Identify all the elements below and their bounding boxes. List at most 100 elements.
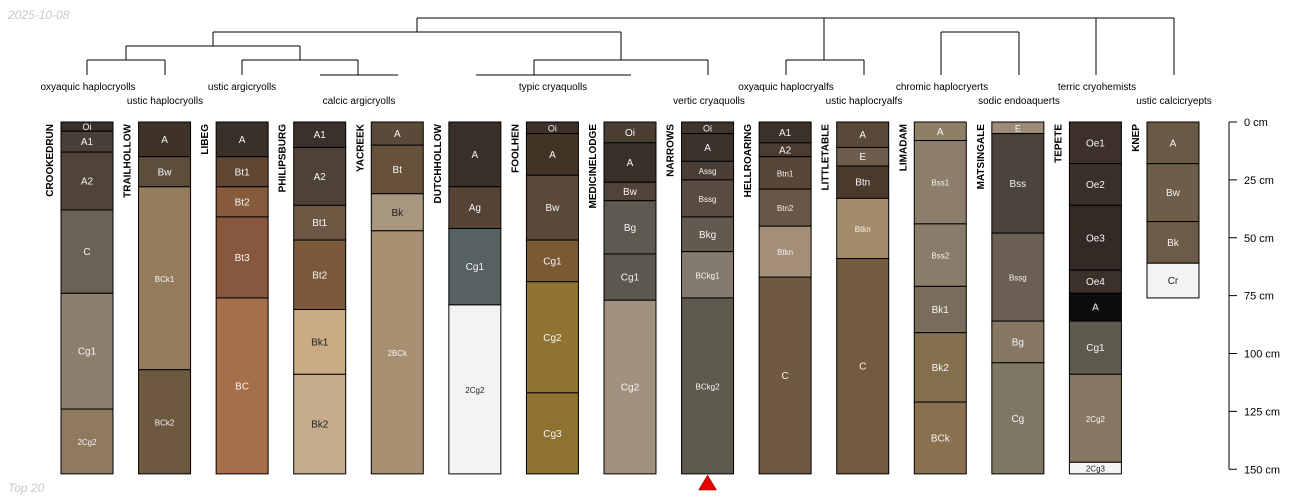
profile-name: TRAILHOLLOW [123, 123, 134, 197]
soil-profile: E Bss Bssg Bg Cg MATSINGALE [976, 121, 1045, 475]
horizon-label: Bt2 [312, 270, 327, 281]
horizon-label: A2 [314, 172, 327, 183]
axis-tick-label: 25 cm [1244, 175, 1274, 187]
horizon-block [138, 156, 192, 188]
horizon-label: Cg2 [621, 383, 640, 394]
profile-name: NARROWS [666, 124, 677, 177]
taxon-label: ustic haplocryalfs [826, 96, 903, 107]
horizon-block [370, 144, 424, 195]
horizon-label: A [937, 127, 944, 138]
horizon-block [758, 156, 812, 190]
horizon-block [603, 142, 657, 183]
horizon-label: A [239, 135, 246, 146]
horizon-block [1146, 262, 1200, 299]
profile-name: LIBEG [200, 124, 211, 155]
axis-tick-label: 125 cm [1244, 406, 1280, 418]
profile-name: TEPETE [1053, 124, 1064, 163]
horizon-label: BCkg2 [696, 382, 721, 391]
horizon-label: 2Cg3 [1086, 465, 1106, 474]
horizon-label: BC [235, 381, 249, 392]
horizon-label: A1 [314, 130, 327, 141]
horizon-label: E [859, 152, 866, 163]
horizon-label: A [394, 129, 401, 140]
horizon-label: Bw [1166, 188, 1181, 199]
horizon-label: Bg [624, 223, 636, 234]
horizon-label: Bt1 [235, 167, 250, 178]
horizon-block [293, 239, 347, 311]
horizon-block [370, 230, 424, 475]
horizon-block [1068, 461, 1122, 475]
taxon-label: sodic endoaquerts [978, 96, 1060, 107]
selected-profile-marker [698, 474, 718, 491]
horizon-block [913, 332, 967, 403]
horizon-block [758, 225, 812, 278]
horizon-label: A [472, 150, 479, 161]
horizon-label: Bk2 [311, 420, 329, 431]
soil-profile: A Bss1 Bss2 Bk1 Bk2 BCk LIMADAM [898, 121, 967, 475]
taxon-label: oxyaquic haplocryalfs [738, 82, 834, 93]
horizon-label: Bw [158, 167, 173, 178]
taxon-label: calcic argicryolls [323, 96, 396, 107]
taxon-label: ustic calcicryepts [1136, 96, 1212, 107]
horizon-label: Bt1 [312, 218, 327, 229]
horizon-block [525, 392, 579, 475]
taxon-label: ustic argicryolls [208, 82, 276, 93]
horizon-label: A1 [779, 128, 792, 139]
horizon-block [60, 209, 114, 294]
horizon-block [448, 186, 502, 229]
profile-name: HELLROARING [743, 124, 754, 198]
horizon-label: Bw [545, 203, 560, 214]
horizon-block [215, 121, 269, 158]
profile-name: LITTLETABLE [821, 124, 832, 191]
horizon-label: A1 [81, 137, 94, 148]
horizon-block [1068, 163, 1122, 206]
taxon-label: oxyaquic haplocryolls [40, 82, 135, 93]
horizon-block [293, 309, 347, 375]
horizon-label: Bg [1012, 337, 1024, 348]
horizon-block [293, 146, 347, 206]
profile-name: FOOLHEN [510, 124, 521, 173]
horizon-block [525, 281, 579, 394]
horizon-label: BCk [931, 433, 951, 444]
profile-name: PHILIPSBURG [278, 124, 289, 193]
horizon-label: A2 [779, 145, 792, 156]
horizon-label: Cg1 [466, 262, 485, 273]
horizon-label: Oe2 [1086, 180, 1105, 191]
horizon-block [681, 216, 735, 253]
footer-label: Top 20 [8, 481, 45, 495]
profile-name: DUTCHHOLLOW [433, 123, 444, 203]
horizon-label: Btn2 [777, 204, 794, 213]
soil-profile: A Bt Bk 2BCk YACREEK [355, 121, 424, 475]
horizon-label: Oi [83, 122, 92, 132]
profile-name: MEDICINELODGE [588, 124, 599, 209]
horizon-label: A [1170, 138, 1177, 149]
horizon-block [991, 133, 1045, 234]
horizon-label: A [859, 130, 866, 141]
horizon-block [603, 299, 657, 475]
horizon-block [215, 156, 269, 188]
horizon-block [1146, 163, 1200, 223]
horizon-block [293, 373, 347, 475]
horizon-label: Bss [1010, 179, 1027, 190]
soil-profile: Oi A Assg Bssg Bkg BCkg1 BCkg2 NARROWS [666, 121, 735, 475]
horizon-label: Cg1 [78, 347, 97, 358]
horizon-label: Bt [393, 165, 403, 176]
horizon-block [1146, 221, 1200, 264]
axis-tick-label: 100 cm [1244, 349, 1280, 361]
horizon-label: Bk [391, 208, 404, 219]
horizon-label: A [549, 150, 556, 161]
horizon-label: Bt3 [235, 253, 250, 264]
horizon-label: 2Cg2 [1086, 415, 1106, 424]
horizon-block [913, 401, 967, 475]
horizon-block [681, 297, 735, 475]
horizon-label: A [1092, 303, 1099, 314]
dendrogram: oxyaquic haplocryolls ustic haplocryolls u… [40, 17, 1212, 107]
horizon-label: Bssg [699, 195, 717, 204]
taxon-label: vertic cryaquolls [673, 96, 745, 107]
date-label: 2025-10-08 [8, 8, 70, 22]
horizon-block [60, 408, 114, 475]
horizon-label: Cg1 [1086, 343, 1105, 354]
axis-tick-label: 0 cm [1244, 117, 1268, 129]
horizon-block [913, 285, 967, 334]
horizon-label: BCk2 [155, 418, 175, 427]
